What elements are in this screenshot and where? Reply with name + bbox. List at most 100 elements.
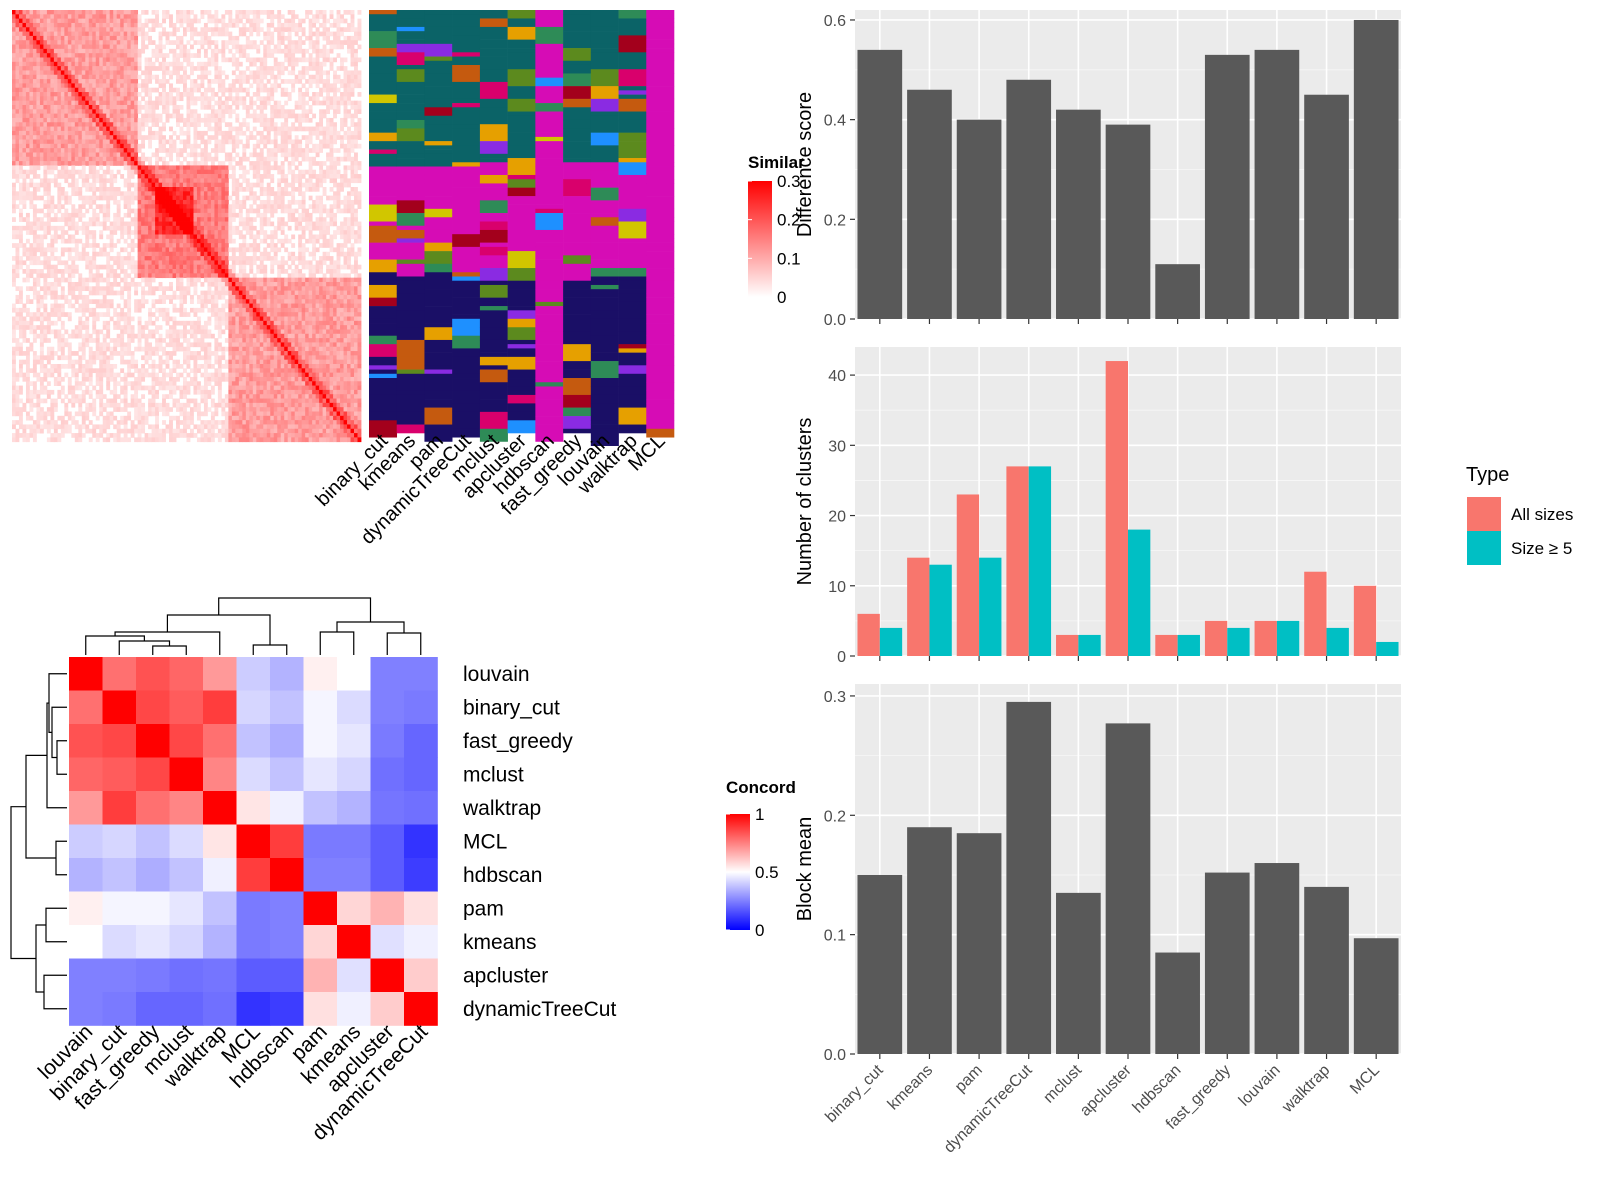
similarity-cell <box>270 264 275 270</box>
similarity-cell <box>158 182 163 188</box>
similarity-cell <box>99 100 104 106</box>
similarity-cell <box>214 53 219 58</box>
similarity-cell <box>294 225 299 231</box>
similarity-cell <box>203 178 208 184</box>
similarity-cell <box>252 135 257 140</box>
similarity-cell <box>336 191 341 197</box>
similarity-cell <box>291 53 296 58</box>
similarity-cell <box>92 48 97 54</box>
similarity-cell <box>134 169 139 175</box>
similarity-cell <box>95 221 100 227</box>
similarity-cell <box>263 273 268 279</box>
similarity-cell <box>263 139 268 145</box>
similarity-cell <box>172 130 177 136</box>
similarity-cell <box>81 92 86 97</box>
similarity-cell <box>25 122 30 127</box>
similarity-cell <box>176 260 180 266</box>
similarity-cell <box>291 18 296 24</box>
similarity-cell <box>158 79 163 84</box>
similarity-cell <box>357 230 362 235</box>
similarity-cell <box>301 70 306 76</box>
similarity-cell <box>319 204 324 209</box>
similarity-cell <box>287 48 292 54</box>
similarity-cell <box>172 212 177 218</box>
similarity-cell <box>99 273 104 279</box>
similarity-cell <box>340 247 344 253</box>
similarity-cell <box>210 204 215 209</box>
similarity-cell <box>158 83 163 89</box>
similarity-cell <box>189 182 194 188</box>
similarity-cell <box>235 18 240 24</box>
similarity-cell <box>280 178 285 184</box>
similarity-cell <box>256 156 261 162</box>
similarity-cell <box>74 113 79 119</box>
similarity-cell <box>176 40 180 45</box>
similarity-cell <box>308 230 313 235</box>
similarity-cell <box>81 204 86 209</box>
similarity-cell <box>287 61 292 67</box>
similarity-cell <box>196 135 201 140</box>
similarity-cell <box>12 27 16 32</box>
similarity-cell <box>46 139 51 145</box>
similarity-cell <box>53 247 58 253</box>
similarity-cell <box>217 204 222 209</box>
similarity-cell <box>179 204 184 209</box>
similarity-cell <box>329 260 334 266</box>
similarity-cell <box>207 191 212 197</box>
similarity-cell <box>137 27 142 32</box>
similarity-cell <box>284 260 289 266</box>
similarity-cell <box>81 225 86 231</box>
similarity-cell <box>25 14 30 20</box>
similarity-cell <box>18 143 23 149</box>
similarity-cell <box>231 148 236 153</box>
similarity-cell <box>60 92 65 97</box>
similarity-cell <box>99 277 104 283</box>
similarity-cell <box>60 74 65 80</box>
similarity-cell <box>266 199 271 205</box>
similarity-cell <box>312 18 317 24</box>
similarity-cell <box>333 148 337 153</box>
similarity-cell <box>263 66 268 71</box>
similarity-cell <box>102 126 107 132</box>
similarity-cell <box>67 148 72 153</box>
similarity-cell <box>102 22 107 28</box>
similarity-cell <box>85 135 90 140</box>
similarity-cell <box>148 221 152 227</box>
similarity-cell <box>71 117 76 123</box>
similarity-cell <box>298 122 303 127</box>
similarity-cell <box>71 217 76 222</box>
similarity-cell <box>256 57 261 63</box>
similarity-cell <box>312 66 317 71</box>
similarity-cell <box>53 87 58 93</box>
similarity-cell <box>99 18 104 24</box>
similarity-cell <box>99 178 104 184</box>
similarity-cell <box>22 74 27 80</box>
similarity-cell <box>291 10 296 15</box>
similarity-cell <box>305 117 310 123</box>
similarity-cell <box>224 169 229 175</box>
similarity-cell <box>162 139 166 145</box>
similarity-cell <box>130 264 135 270</box>
similarity-cell <box>214 225 219 231</box>
similarity-cell <box>319 66 324 71</box>
similarity-cell <box>92 40 97 45</box>
similarity-cell <box>99 61 104 67</box>
similarity-cell <box>169 281 173 287</box>
similarity-cell <box>116 53 121 58</box>
similarity-cell <box>162 221 166 227</box>
similarity-cell <box>301 217 306 222</box>
similarity-cell <box>217 174 222 179</box>
similarity-cell <box>130 221 135 227</box>
similarity-cell <box>64 148 69 153</box>
similarity-cell <box>22 66 27 71</box>
similarity-cell <box>186 174 191 179</box>
similarity-cell <box>249 70 254 76</box>
similarity-cell <box>291 251 296 257</box>
similarity-cell <box>36 117 41 123</box>
similarity-cell <box>203 251 208 257</box>
similarity-cell <box>81 256 86 261</box>
similarity-cell <box>242 48 247 54</box>
similarity-cell <box>64 44 69 50</box>
similarity-cell <box>189 277 194 283</box>
similarity-cell <box>57 100 62 106</box>
